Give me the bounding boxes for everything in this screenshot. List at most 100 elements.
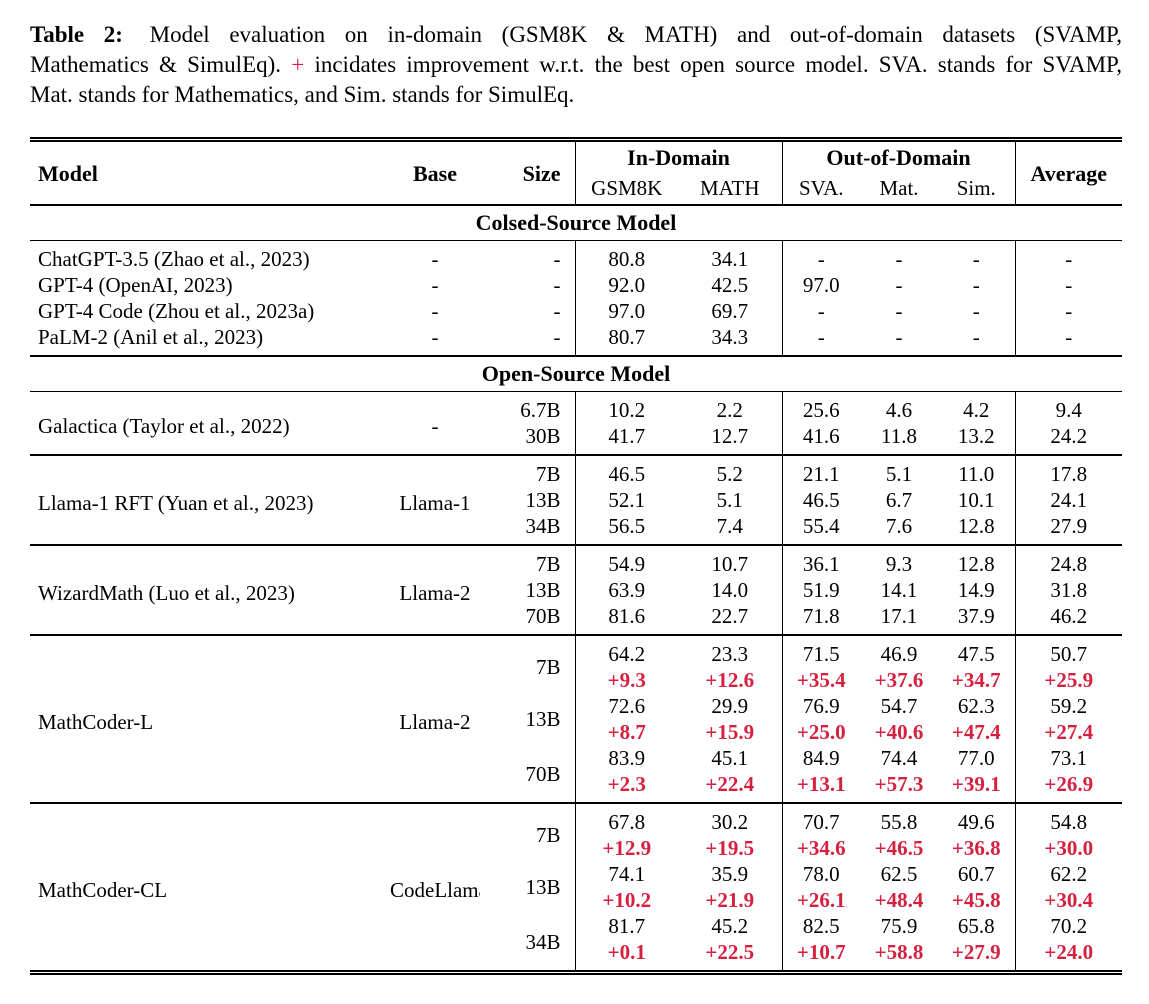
metric-value: 45.2 [711,914,749,938]
metric-value: - [895,325,903,349]
metric-value: 4.6 [885,398,913,422]
metric-value: 27.9 [1014,513,1122,545]
improvement-value: +36.8 [951,836,1001,860]
table-header: Model Base Size In-Domain Out-of-Domain … [30,139,1122,205]
metric-value: 9.4 [1014,391,1122,423]
improvement-value: +26.9 [1014,771,1122,803]
base-model: - [431,413,439,438]
improvement-value: +34.7 [951,668,1001,692]
model-size: 13B [525,707,561,731]
model-size: 34B [525,514,561,538]
improvement-value: +57.3 [874,772,924,796]
metric-value: - [1014,324,1122,356]
table-body: Colsed-Source Model ChatGPT-3.5 (Zhao et … [30,205,1122,973]
data-row: PaLM-2 (Anil et al., 2023) - -80.7 34.3- - - - [30,324,1122,356]
metric-value: 22.7 [711,604,749,628]
data-row: 13B 63.9 14.0 51.9 14.1 14.9 31.8 [30,577,1122,603]
base-model: Llama-2 [399,709,471,734]
improvement-value: +25.0 [781,719,860,745]
metric-value: - [781,324,860,356]
metric-value: 62.3 [957,694,995,718]
col-header-math: MATH [699,176,760,200]
model-name: MathCoder-CL [38,877,168,902]
metric-value: 10.7 [711,552,749,576]
improvement-value: +35.4 [781,667,860,693]
metric-value: 49.6 [957,810,995,834]
model-size: 13B [525,578,561,602]
base-model: CodeLlama [390,877,480,902]
caption-line-3-text: Mat. stands for Mathematics, and Sim. st… [30,82,575,107]
improvement-value: +46.5 [874,836,924,860]
metric-value: 71.8 [781,603,860,635]
improvement-value: +45.8 [951,888,1001,912]
metric-value: 34.1 [711,247,749,271]
metric-value: 69.7 [711,299,749,323]
metric-value: 14.0 [711,578,749,602]
metric-value: 81.6 [574,603,678,635]
metric-value: 5.2 [716,462,743,486]
metric-value: 65.8 [957,914,995,938]
data-row: 13B 74.1 35.9 78.0 62.5 60.7 62.2 [30,861,1122,899]
model-size: 70B [525,761,561,786]
improvement-value: +12.6 [705,668,755,692]
metric-value: 24.2 [1014,423,1122,455]
metric-value: 5.1 [716,488,743,512]
model-size: 34B [525,929,561,954]
data-row: Llama-1 RFT (Yuan et al., 2023) Llama-1 7B… [30,455,1122,515]
metric-value: 70.7 [781,803,860,835]
improvement-value: +26.1 [781,887,860,913]
metric-value: 74.1 [574,861,678,887]
metric-value: 35.9 [711,862,749,886]
metric-value: 50.7 [1014,635,1122,667]
metric-value: 41.7 [574,423,678,455]
data-row: 13B 72.6 29.9 76.9 54.7 62.3 59.2 [30,693,1122,731]
improvement-value: +37.6 [874,668,924,692]
metric-value: 74.4 [880,746,918,770]
metric-value: 51.9 [781,577,860,603]
col-header-sva: SVA. [781,173,860,205]
model-name: MathCoder-L [38,709,154,734]
metric-value: - [781,240,860,272]
data-row: 13B 52.1 5.1 46.5 6.7 10.1 24.1 [30,487,1122,513]
section-title: Colsed-Source Model [475,210,677,235]
caption-line-2: Mathematics & SimulEq). + incidates impr… [30,50,1122,80]
col-header-base: Base [413,160,457,186]
metric-value: 9.3 [885,552,913,576]
metric-value: 36.1 [781,545,860,577]
improvement-value: +22.5 [705,940,755,964]
metric-value: 41.6 [781,423,860,455]
model-size: - [553,247,561,271]
improvement-row: +2.3 +22.4 +13.1 +57.3 +39.1 +26.9 [30,771,1122,803]
caption-label: Table 2: [30,22,123,47]
metric-value: 24.1 [1014,487,1122,513]
col-group-out-of-domain: Out-of-Domain [781,139,1015,173]
model-size: - [553,325,561,349]
metric-value: - [895,247,903,271]
model-size: 13B [525,488,561,512]
metric-value: - [1014,272,1122,298]
metric-value: 54.7 [880,694,918,718]
paper-page: Table 2: Model evaluation on in-domain (… [30,22,1122,975]
data-row: MathCoder-CL CodeLlama 7B 67.8 30.2 70.7 55.8 4… [30,803,1122,901]
metric-value: 24.8 [1014,545,1122,577]
improvement-value: +40.6 [874,720,924,744]
metric-value: 29.9 [711,694,749,718]
metric-value: 7.4 [716,514,743,538]
metric-value: - [1014,298,1122,324]
data-row: ChatGPT-3.5 (Zhao et al., 2023) - -80.8 34.… [30,240,1122,272]
metric-value: 6.7 [885,488,913,512]
header-row-groups: Model Base Size In-Domain Out-of-Domain … [30,139,1122,205]
data-row: 70B 81.6 22.7 71.8 17.1 37.9 46.2 [30,603,1122,635]
metric-value: 46.9 [880,642,918,666]
metric-value: 80.8 [574,240,678,272]
metric-value: 2.2 [716,398,743,422]
col-header-gsm8k: GSM8K [574,173,678,205]
metric-value: 25.6 [781,391,860,423]
metric-value: 75.9 [880,914,918,938]
metric-value: 76.9 [781,693,860,719]
improvement-value: +30.4 [1014,887,1122,913]
metric-value: 77.0 [957,746,995,770]
metric-value: 47.5 [957,642,995,666]
model-size: 7B [535,462,561,486]
improvement-value: +27.4 [1014,719,1122,745]
